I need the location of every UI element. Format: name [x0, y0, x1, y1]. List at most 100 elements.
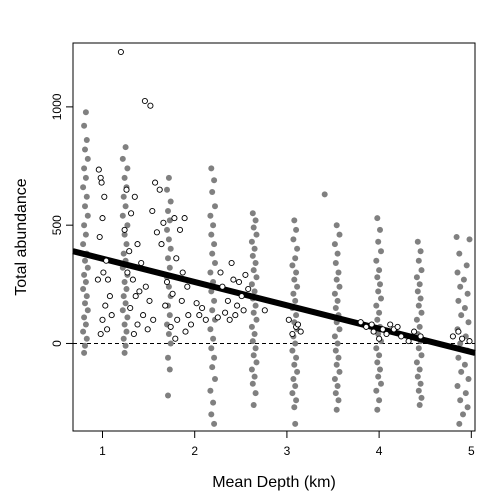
- simulated-point: [335, 269, 342, 276]
- simulated-point: [292, 255, 299, 262]
- simulated-point: [413, 316, 420, 323]
- observed-point: [219, 283, 226, 290]
- observed-point: [95, 166, 102, 173]
- simulated-point: [121, 174, 128, 181]
- simulated-point: [461, 361, 468, 368]
- observed-point: [144, 326, 151, 333]
- simulated-point: [120, 193, 127, 200]
- simulated-point: [373, 345, 380, 352]
- simulated-point: [417, 295, 424, 302]
- simulated-point: [249, 210, 256, 217]
- simulated-point: [292, 420, 299, 427]
- simulated-point: [83, 293, 90, 300]
- observed-point: [181, 215, 188, 222]
- simulated-point: [123, 328, 130, 335]
- simulated-point: [248, 366, 255, 373]
- simulated-point: [376, 397, 383, 404]
- simulated-point: [377, 281, 383, 288]
- simulated-point: [84, 307, 91, 314]
- simulated-point: [250, 402, 257, 408]
- observed-point: [162, 302, 169, 309]
- simulated-point: [374, 406, 381, 413]
- simulated-point: [210, 222, 217, 229]
- simulated-point: [457, 283, 464, 290]
- simulated-point: [377, 226, 383, 233]
- observed-point: [106, 293, 113, 300]
- observed-point: [149, 207, 156, 215]
- simulated-point: [251, 331, 258, 337]
- simulated-point: [82, 231, 89, 238]
- observed-point: [394, 323, 401, 330]
- observed-point: [383, 330, 390, 338]
- simulated-point: [165, 255, 171, 262]
- observed-point: [102, 302, 109, 309]
- simulated-point: [166, 217, 173, 224]
- axes: 1 2 3 4 5 0 500 1000: [50, 42, 476, 458]
- simulated-point: [415, 302, 422, 309]
- simulated-point: [164, 186, 170, 193]
- simulated-point: [454, 269, 461, 276]
- simulated-point: [293, 354, 300, 361]
- simulated-point: [251, 373, 258, 380]
- simulated-point: [416, 402, 423, 408]
- observed-point: [379, 326, 386, 333]
- simulated-point: [462, 390, 469, 397]
- simulated-point: [165, 283, 172, 290]
- observed-point: [117, 48, 124, 56]
- simulated-point: [80, 241, 87, 248]
- observed-point: [132, 293, 139, 300]
- simulated-point: [124, 165, 131, 172]
- observed-point: [370, 328, 377, 335]
- simulated-point: [417, 248, 424, 255]
- simulated-point: [373, 257, 380, 264]
- y-tick-label: 1000: [50, 93, 64, 120]
- simulated-point: [250, 224, 257, 231]
- simulated-point: [378, 295, 384, 302]
- observed-point: [405, 338, 412, 345]
- simulated-point: [248, 238, 255, 245]
- simulated-point: [120, 335, 127, 342]
- simulated-point: [252, 302, 259, 309]
- observed-point: [449, 333, 456, 340]
- simulated-point: [249, 380, 256, 387]
- simulated-point: [416, 366, 423, 373]
- simulated-point: [120, 250, 127, 257]
- simulated-point: [250, 352, 257, 359]
- simulated-point: [252, 345, 259, 352]
- simulated-point: [207, 269, 214, 276]
- simulated-point: [167, 198, 174, 205]
- simulated-point: [291, 404, 298, 411]
- observed-point: [185, 312, 192, 319]
- simulated-point: [331, 290, 338, 297]
- observed-point: [184, 283, 191, 290]
- observed-point: [376, 335, 383, 342]
- simulated-point: [165, 208, 171, 214]
- observed-point: [398, 333, 405, 340]
- simulated-point: [418, 309, 425, 316]
- simulated-point: [334, 340, 341, 347]
- simulated-point: [164, 226, 170, 233]
- simulated-point: [294, 245, 301, 252]
- simulated-point: [123, 241, 130, 248]
- simulated-point: [208, 411, 215, 418]
- observed-point: [199, 304, 206, 312]
- simulated-point: [121, 279, 128, 285]
- simulated-point: [465, 376, 472, 382]
- simulated-point: [83, 193, 90, 200]
- simulated-point: [321, 191, 328, 198]
- trend-line-layer: [72, 248, 476, 356]
- simulated-point: [415, 387, 422, 394]
- simulated-point: [121, 231, 128, 238]
- observed-point: [363, 323, 370, 330]
- simulated-point: [290, 290, 297, 297]
- simulated-point: [81, 165, 88, 172]
- simulated-point: [336, 326, 343, 333]
- simulated-point: [253, 316, 260, 323]
- observed-point: [261, 307, 268, 314]
- simulated-point: [333, 361, 340, 368]
- simulated-point: [211, 420, 218, 427]
- simulated-point: [416, 323, 423, 330]
- simulated-point: [292, 383, 299, 389]
- observed-point: [129, 276, 136, 283]
- simulated-point: [418, 267, 425, 274]
